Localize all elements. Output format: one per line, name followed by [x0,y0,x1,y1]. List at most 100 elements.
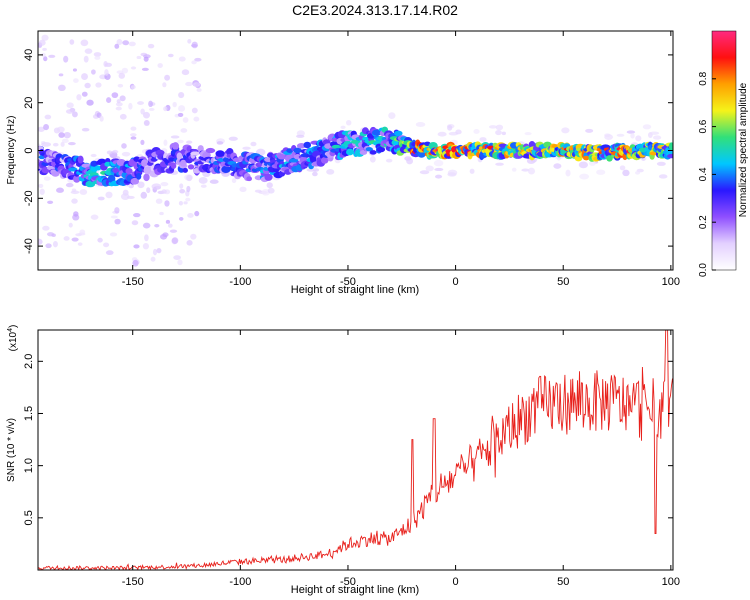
heatmap-cell [488,125,497,129]
heatmap-cell [116,38,123,45]
heatmap-cell [105,250,114,256]
heatmap-cell [48,54,56,58]
heatmap-cell [216,141,224,145]
heatmap-cell [345,119,352,126]
heatmap-cell [187,39,192,44]
heatmap-cell [155,198,163,204]
heatmap-cell [63,55,69,63]
heatmap-cell [51,171,60,177]
colorbar-label: Normalized spectral amplitude [738,82,749,217]
heatmap-cell [142,242,149,250]
heatmap-cell [596,169,606,175]
heatmap-cell [81,73,88,80]
heatmap-cell [77,242,83,246]
heatmap-cell [103,242,110,248]
heatmap-cell [58,73,64,77]
heatmap-cell [90,214,99,220]
heatmap-cell [41,34,49,41]
heatmap-cell [425,165,434,172]
y-tick-label: -40 [23,238,35,254]
heatmap-cell [635,135,642,142]
heatmap-cell [38,126,45,132]
heatmap-cell [511,167,517,172]
heatmap-cell [435,174,443,179]
heatmap-cell [115,106,122,111]
heatmap-cell [186,174,193,182]
y-tick-label: -20 [23,190,35,206]
heatmap-cell [66,102,74,109]
heatmap-cell [140,191,148,199]
heatmap-cell [668,142,673,151]
heatmap-cell [176,152,183,160]
heatmap-cell [106,150,113,155]
heatmap-cell [110,215,118,219]
heatmap-cell [90,153,97,158]
heatmap-cell [641,157,646,161]
heatmap-cell [170,135,180,139]
heatmap-cell [649,131,660,135]
heatmap-cell [162,82,167,88]
heatmap-cell [65,109,74,114]
x-tick-label: -100 [229,576,251,588]
heatmap-cell [104,69,109,76]
heatmap-cell [45,243,52,249]
heatmap-cell [172,101,177,108]
spectrogram-x-axis: -150 -100 -50 0 50 100 [122,31,680,288]
heatmap-cell [141,67,149,71]
heatmap-cell [150,256,156,262]
heatmap-cell [656,161,666,166]
heatmap-cell [619,165,626,171]
heatmap-cell [394,130,403,137]
heatmap-cell [288,158,299,163]
chart-title: C2E3.2024.313.17.14.R02 [292,2,458,18]
heatmap-cell [178,200,184,206]
heatmap-cell [63,131,71,139]
heatmap-cell [119,113,127,120]
heatmap-cell [42,47,47,51]
heatmap-cell [56,126,65,133]
heatmap-cell [579,173,590,180]
heatmap-cell [97,196,105,201]
heatmap-cell [181,69,190,76]
heatmap-cell [293,147,302,154]
heatmap-cell [312,171,318,177]
y-tick-label: 20 [23,97,35,109]
heatmap-cell [46,232,55,237]
heatmap-cell [239,186,247,193]
heatmap-cell [136,172,142,180]
x-tick-label: 100 [662,576,680,588]
heatmap-cell [57,84,66,92]
heatmap-cell [157,63,163,69]
heatmap-cell [65,182,74,188]
heatmap-cell [434,167,444,172]
heatmap-cell [173,255,181,260]
heatmap-cell [109,232,118,237]
heatmap-cell [38,238,43,245]
heatmap-cell [38,39,46,46]
heatmap-cell [39,188,45,195]
heatmap-cell [81,91,88,97]
heatmap-cell [417,150,426,158]
spectrogram-y-label: Frequency (Hz) [6,116,17,185]
x-tick-label: -50 [340,276,356,288]
heatmap-cell [254,189,262,193]
heatmap-cell [186,185,191,193]
heatmap-cell [178,92,185,99]
colorbar: 0.0 0.2 0.4 0.6 0.8 Normalized spectral ampl… [698,30,749,277]
heatmap-cell [164,200,170,207]
colorbar-tick-label: 0.6 [698,119,709,133]
heatmap-cell [606,155,613,162]
heatmap-cell [43,123,49,131]
heatmap-cell [186,140,193,144]
heatmap-cell [295,134,305,138]
heatmap-cell [165,219,171,224]
heatmap-cell [84,82,91,89]
heatmap-cell [192,82,201,87]
heatmap-cell [73,211,79,217]
heatmap-cell [177,259,183,266]
heatmap-cell [198,177,208,184]
x-tick-label: 50 [557,276,569,288]
heatmap-cell [114,43,120,49]
snr-y-label: SNR (10 * v/v) [6,418,17,482]
colorbar-tick-label: 0.8 [698,71,709,85]
